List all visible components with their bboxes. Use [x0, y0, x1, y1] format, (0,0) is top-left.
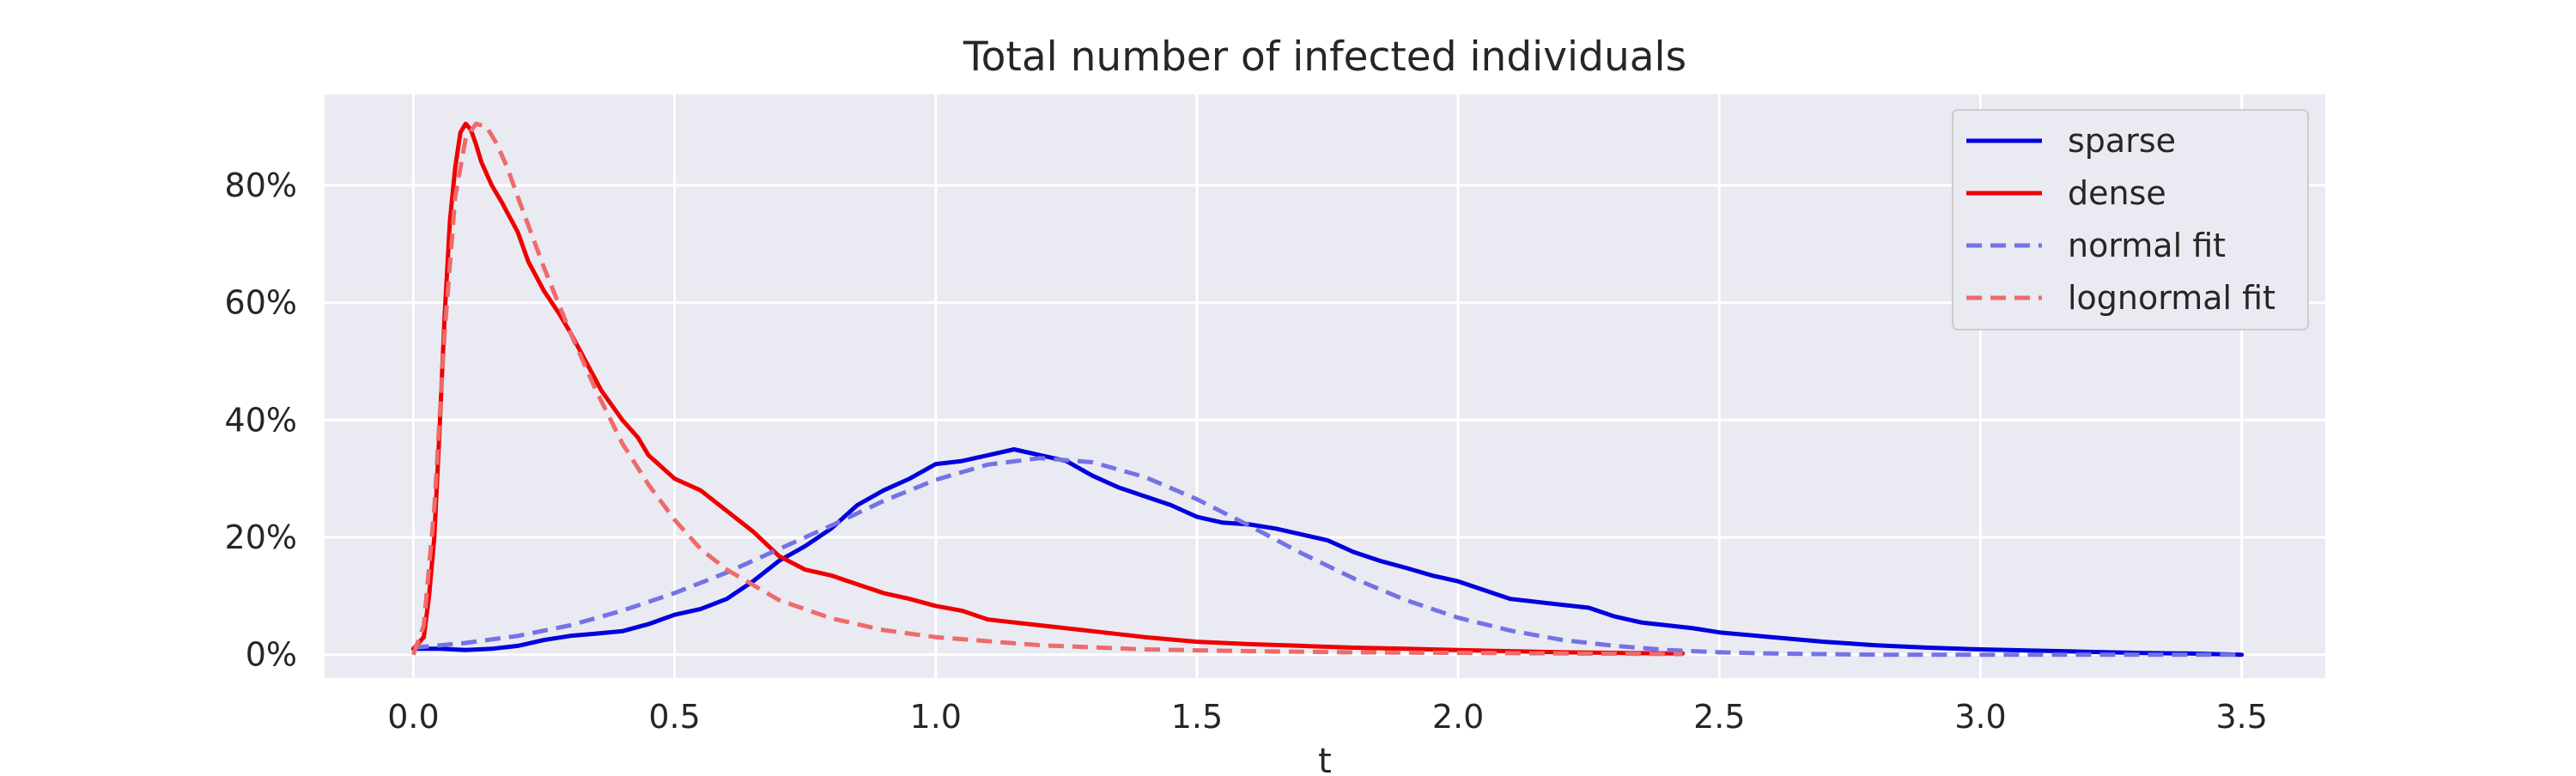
x-tick-label-1: 0.5	[648, 698, 700, 736]
series-lines	[410, 121, 2245, 658]
y-tick-label-2: 40%	[225, 401, 297, 439]
x-tick-label-7: 3.5	[2215, 698, 2267, 736]
y-tick-label-3: 60%	[225, 284, 297, 322]
legend: sparse dense normal fit lognormal fit	[1952, 109, 2309, 330]
series-line-normal-fit	[413, 456, 2242, 658]
x-axis-label: t	[1318, 742, 1332, 773]
x-tick-label-3: 1.5	[1171, 698, 1223, 736]
legend-label-sparse: sparse	[2068, 122, 2176, 160]
legend-box	[1952, 109, 2309, 330]
legend-label-lognormal-fit: lognormal fit	[2068, 279, 2275, 317]
x-tick-label-4: 2.0	[1432, 698, 1484, 736]
y-tick-label-0: 0%	[246, 636, 297, 674]
y-tick-label-1: 20%	[225, 518, 297, 556]
y-axis-ticks: 0% 20% 40% 60% 80%	[225, 167, 297, 674]
x-tick-label-0: 0.0	[387, 698, 439, 736]
x-tick-label-5: 2.5	[1693, 698, 1745, 736]
y-tick-label-4: 80%	[225, 167, 297, 204]
series-line-lognormal-fit	[411, 121, 1683, 657]
x-tick-label-2: 1.0	[910, 698, 962, 736]
chart-title: Total number of infected individuals	[963, 33, 1686, 81]
series-line-sparse	[410, 447, 2245, 658]
x-axis-ticks: 0.0 0.5 1.0 1.5 2.0 2.5 3.0 3.5	[387, 698, 2268, 736]
legend-label-normal-fit: normal fit	[2068, 227, 2226, 264]
series-line-dense	[410, 121, 1686, 656]
legend-label-dense: dense	[2068, 174, 2166, 212]
x-tick-label-6: 3.0	[1954, 698, 2006, 736]
